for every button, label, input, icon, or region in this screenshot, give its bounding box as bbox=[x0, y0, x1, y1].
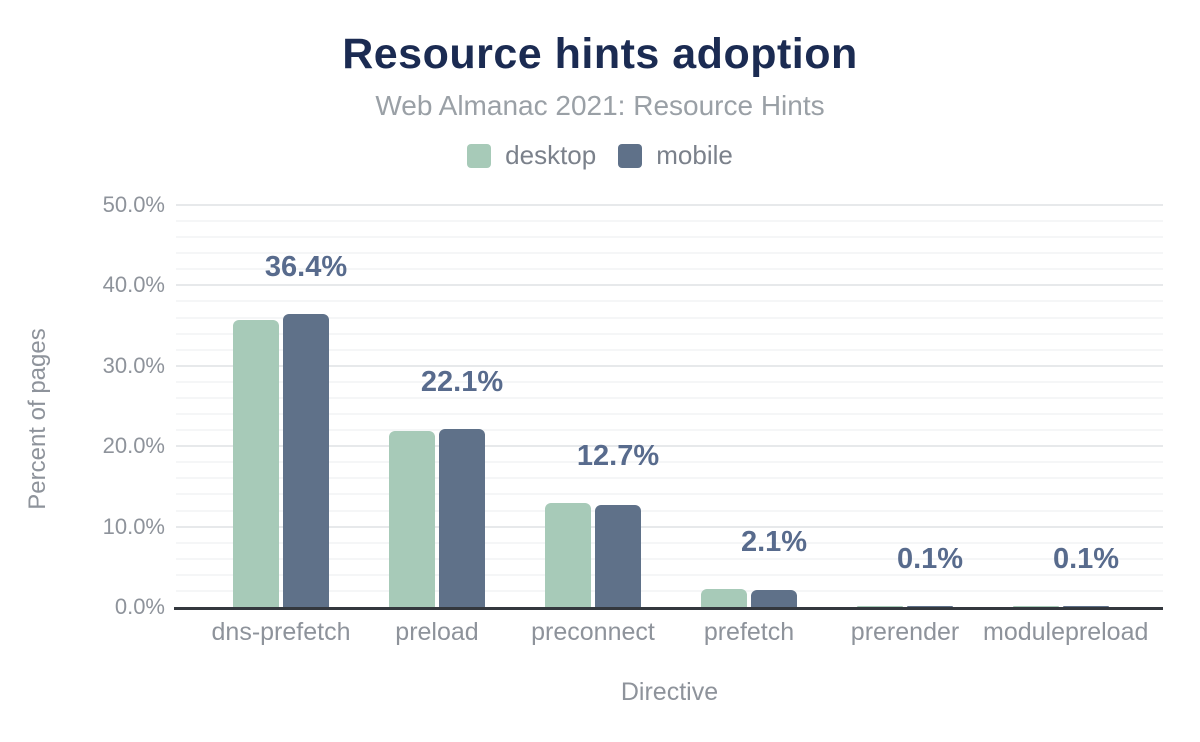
value-label-prefetch: 2.1% bbox=[740, 525, 808, 558]
bar-mobile-dns-prefetch bbox=[283, 314, 329, 607]
gridline-minor bbox=[176, 300, 1163, 303]
y-tick-label: 20.0% bbox=[102, 433, 165, 459]
gridline-major bbox=[176, 204, 1163, 207]
value-label-prerender: 0.1% bbox=[896, 543, 964, 575]
chart-subtitle: Web Almanac 2021: Resource Hints bbox=[375, 90, 825, 121]
y-tick-label: 10.0% bbox=[102, 513, 165, 539]
y-tick-label: 40.0% bbox=[102, 272, 165, 298]
legend: desktop mobile bbox=[0, 140, 1200, 171]
value-label-modulepreload: 0.1% bbox=[1052, 543, 1120, 575]
gridline-major bbox=[176, 525, 1163, 528]
legend-item-desktop: desktop bbox=[467, 140, 596, 171]
bars-row: 36.4% 22.1% 12.7% 2.1% 0.1% 0.1% bbox=[176, 205, 1163, 607]
gridline-minor bbox=[176, 348, 1163, 351]
gridline-minor bbox=[176, 461, 1163, 464]
y-tick-label: 50.0% bbox=[102, 192, 165, 217]
gridline-minor bbox=[176, 396, 1163, 399]
bar-mobile-preload bbox=[439, 429, 485, 607]
gridline-major bbox=[176, 364, 1163, 367]
gridline-minor bbox=[176, 268, 1163, 271]
gridline-minor bbox=[176, 493, 1163, 496]
bar-group-prefetch: 2.1% bbox=[671, 205, 827, 607]
bar-group-preload: 22.1% bbox=[359, 205, 515, 607]
x-category-label-modulepreload: modulepreload bbox=[983, 618, 1149, 646]
gridline-minor bbox=[176, 557, 1163, 560]
gridline-minor bbox=[176, 509, 1163, 512]
bar-desktop-prerender bbox=[857, 606, 903, 607]
legend-label: desktop bbox=[505, 140, 597, 170]
gridline-minor bbox=[176, 573, 1163, 576]
bar-desktop-dns-prefetch bbox=[233, 319, 279, 607]
gridline-major bbox=[176, 284, 1163, 287]
bar-group-modulepreload: 0.1% bbox=[983, 205, 1139, 607]
bar-desktop-prefetch bbox=[701, 588, 747, 607]
gridline-minor bbox=[176, 380, 1163, 383]
x-category-label-preconnect: preconnect bbox=[531, 618, 655, 646]
gridline-minor bbox=[176, 429, 1163, 432]
gridline-minor bbox=[176, 220, 1163, 223]
bar-desktop-preload bbox=[389, 430, 435, 607]
gridline-minor bbox=[176, 413, 1163, 416]
bar-mobile-modulepreload bbox=[1063, 606, 1109, 607]
legend-swatch-mobile bbox=[618, 143, 643, 168]
gridline-minor bbox=[176, 332, 1163, 335]
x-category-label-prerender: prerender bbox=[850, 618, 960, 646]
legend-swatch-desktop bbox=[467, 143, 492, 168]
x-category-label-dns-prefetch: dns-prefetch bbox=[211, 618, 351, 646]
x-axis-line bbox=[174, 607, 1163, 610]
x-axis-category-labels: dns-prefetch preload preconnect prefetch pre… bbox=[176, 618, 1163, 647]
x-category-label-preload: preload bbox=[395, 618, 479, 646]
y-tick-label: 0.0% bbox=[114, 594, 165, 619]
bar-mobile-prefetch bbox=[751, 590, 797, 607]
legend-item-mobile: mobile bbox=[618, 140, 733, 171]
bar-desktop-preconnect bbox=[545, 503, 591, 607]
x-axis-title: Directive bbox=[620, 678, 719, 706]
y-tick-label: 30.0% bbox=[102, 352, 165, 378]
gridline-minor bbox=[176, 316, 1163, 319]
bar-group-dns-prefetch: 36.4% bbox=[203, 205, 359, 607]
value-label-preconnect: 12.7% bbox=[576, 440, 660, 473]
bar-group-preconnect: 12.7% bbox=[515, 205, 671, 607]
gridline-minor bbox=[176, 477, 1163, 480]
x-category-label-prefetch: prefetch bbox=[703, 618, 795, 646]
gridline-minor bbox=[176, 252, 1163, 255]
value-label-dns-prefetch: 36.4% bbox=[264, 251, 348, 284]
gridline-minor bbox=[176, 236, 1163, 239]
value-label-preload: 22.1% bbox=[420, 366, 504, 399]
gridline-minor bbox=[176, 589, 1163, 592]
chart-title: Resource hints adoption bbox=[342, 30, 858, 78]
bar-mobile-prerender bbox=[907, 606, 953, 607]
plot-area: 36.4% 22.1% 12.7% 2.1% 0.1% 0.1% bbox=[176, 204, 1163, 607]
gridline-minor bbox=[176, 541, 1163, 544]
gridline-major bbox=[176, 445, 1163, 448]
bar-group-prerender: 0.1% bbox=[827, 205, 983, 607]
bar-mobile-preconnect bbox=[595, 504, 641, 607]
legend-label: mobile bbox=[656, 140, 733, 170]
bar-desktop-modulepreload bbox=[1013, 606, 1059, 607]
